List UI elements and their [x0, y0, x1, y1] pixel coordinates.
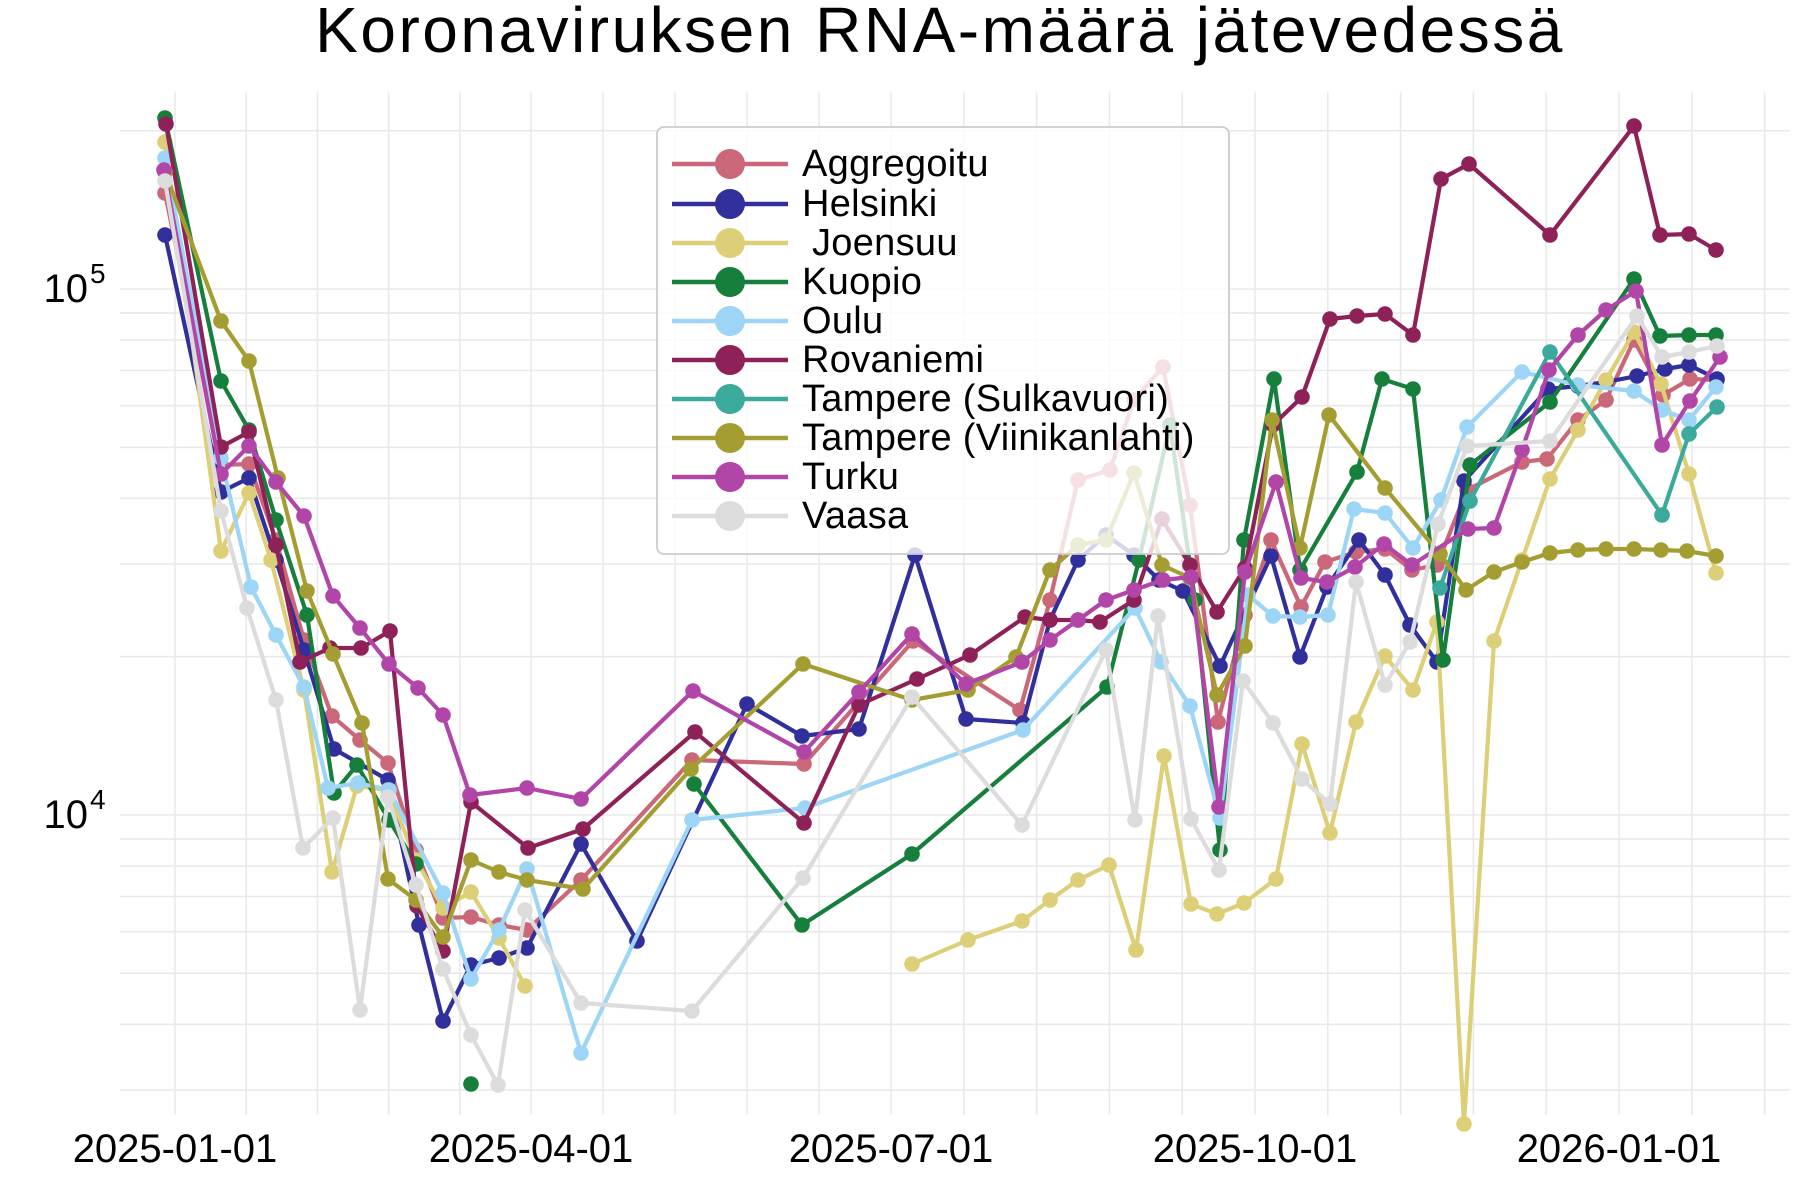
svg-text:Aggregoitu: Aggregoitu	[802, 143, 989, 185]
svg-text:2025-10-01: 2025-10-01	[1153, 1127, 1358, 1171]
svg-text:Rovaniemi: Rovaniemi	[802, 339, 984, 381]
svg-text:2025-04-01: 2025-04-01	[429, 1127, 634, 1171]
svg-text:4: 4	[90, 784, 106, 815]
svg-text:10: 10	[44, 267, 89, 311]
svg-text:10: 10	[44, 793, 89, 837]
svg-text:Helsinki: Helsinki	[802, 183, 937, 225]
svg-text:Turku: Turku	[802, 456, 899, 498]
svg-text:2026-01-01: 2026-01-01	[1517, 1127, 1722, 1171]
svg-text:Tampere (Sulkavuori): Tampere (Sulkavuori)	[802, 378, 1169, 420]
svg-text:Tampere (Viinikanlahti): Tampere (Viinikanlahti)	[802, 417, 1195, 459]
svg-text:Koronaviruksen RNA-määrä jätev: Koronaviruksen RNA-määrä jätevedessä	[315, 0, 1565, 66]
svg-text:Kuopio: Kuopio	[802, 261, 922, 303]
svg-text:Joensuu: Joensuu	[812, 222, 958, 264]
svg-text:Vaasa: Vaasa	[802, 495, 909, 537]
svg-text:2025-01-01: 2025-01-01	[73, 1127, 278, 1171]
svg-text:2025-07-01: 2025-07-01	[789, 1127, 994, 1171]
svg-text:5: 5	[90, 258, 106, 289]
svg-text:Oulu: Oulu	[802, 300, 883, 342]
